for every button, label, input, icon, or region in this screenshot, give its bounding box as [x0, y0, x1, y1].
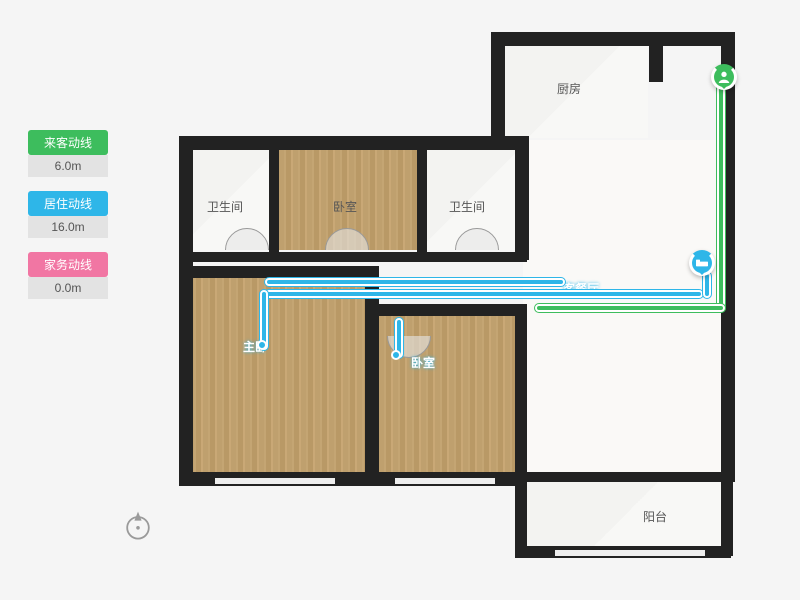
wall	[649, 32, 731, 46]
label-balcony: 阳台	[643, 508, 667, 525]
label-bath2: 卫生间	[449, 198, 485, 215]
compass-icon	[120, 508, 156, 544]
legend-label: 来客动线	[28, 130, 108, 155]
legend: 来客动线 6.0m 居住动线 16.0m 家务动线 0.0m	[28, 130, 108, 313]
path-endpoint	[257, 340, 267, 350]
legend-item-visitor: 来客动线 6.0m	[28, 130, 108, 177]
wall	[179, 136, 529, 150]
window	[555, 550, 705, 556]
legend-label: 居住动线	[28, 191, 108, 216]
path-visitor-seg	[717, 82, 725, 312]
wall	[187, 252, 527, 262]
wall	[491, 32, 505, 150]
window	[215, 478, 335, 484]
label-bath1: 卫生间	[207, 198, 243, 215]
wall	[365, 304, 523, 316]
wall	[187, 266, 373, 278]
legend-value: 0.0m	[28, 277, 108, 299]
path-living-seg	[265, 290, 703, 298]
path-endpoint	[391, 350, 401, 360]
wall	[269, 146, 279, 258]
path-visitor-seg	[535, 304, 725, 312]
bed-icon	[694, 255, 710, 271]
room-balcony	[527, 480, 723, 550]
wall	[491, 32, 661, 46]
marker-visitor-start	[711, 64, 737, 90]
legend-item-living: 居住动线 16.0m	[28, 191, 108, 238]
wall	[515, 472, 527, 556]
legend-item-chores: 家务动线 0.0m	[28, 252, 108, 299]
door-arc	[455, 228, 499, 272]
marker-living-start	[689, 250, 715, 276]
wall	[417, 146, 427, 258]
room-master	[187, 276, 367, 472]
wall	[515, 304, 527, 482]
path-living-seg	[265, 278, 565, 286]
wall	[515, 136, 529, 260]
wall	[721, 472, 733, 556]
legend-value: 6.0m	[28, 155, 108, 177]
wall	[515, 472, 731, 482]
legend-value: 16.0m	[28, 216, 108, 238]
legend-label: 家务动线	[28, 252, 108, 277]
label-bedroom-n: 卧室	[333, 198, 357, 215]
label-kitchen: 厨房	[557, 80, 581, 97]
window	[395, 478, 495, 484]
wall	[365, 266, 379, 482]
label-bedroom-s: 卧室	[411, 354, 435, 371]
person-pin-icon	[716, 69, 732, 85]
wall	[179, 136, 193, 482]
floor-plan: 厨房 卫生间 卧室 卫生间 客餐厅 主卧 卧室 阳台	[165, 18, 735, 573]
